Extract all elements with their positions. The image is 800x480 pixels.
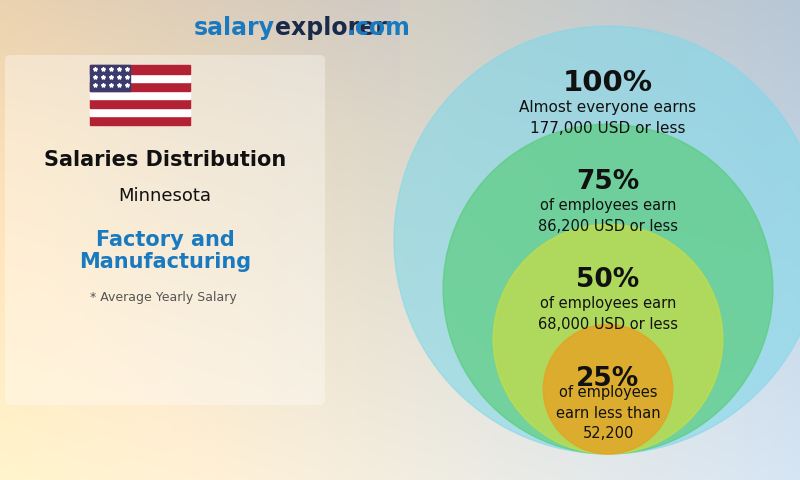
Bar — [90, 99, 190, 108]
Circle shape — [543, 324, 673, 454]
Bar — [90, 65, 190, 73]
Text: 25%: 25% — [576, 366, 640, 392]
Text: Minnesota: Minnesota — [118, 187, 211, 205]
Circle shape — [394, 26, 800, 454]
Bar — [90, 91, 190, 99]
Text: 100%: 100% — [563, 70, 653, 97]
Bar — [90, 117, 190, 125]
Bar — [90, 65, 130, 91]
Bar — [90, 82, 190, 91]
Circle shape — [443, 124, 773, 454]
Text: salary: salary — [194, 16, 275, 40]
Text: of employees earn
68,000 USD or less: of employees earn 68,000 USD or less — [538, 296, 678, 332]
Text: of employees earn
86,200 USD or less: of employees earn 86,200 USD or less — [538, 198, 678, 234]
Text: Salaries Distribution: Salaries Distribution — [44, 150, 286, 170]
Text: of employees
earn less than
52,200: of employees earn less than 52,200 — [556, 385, 660, 441]
Text: .com: .com — [347, 16, 411, 40]
Text: 50%: 50% — [576, 267, 640, 293]
Bar — [90, 108, 190, 117]
Circle shape — [494, 224, 722, 454]
Text: * Average Yearly Salary: * Average Yearly Salary — [90, 291, 237, 304]
Text: 75%: 75% — [576, 168, 640, 194]
Text: Almost everyone earns
177,000 USD or less: Almost everyone earns 177,000 USD or les… — [519, 100, 697, 136]
Text: explorer: explorer — [275, 16, 387, 40]
FancyBboxPatch shape — [5, 55, 325, 405]
Text: Factory and: Factory and — [96, 230, 234, 250]
Text: Manufacturing: Manufacturing — [79, 252, 251, 272]
Bar — [90, 73, 190, 82]
